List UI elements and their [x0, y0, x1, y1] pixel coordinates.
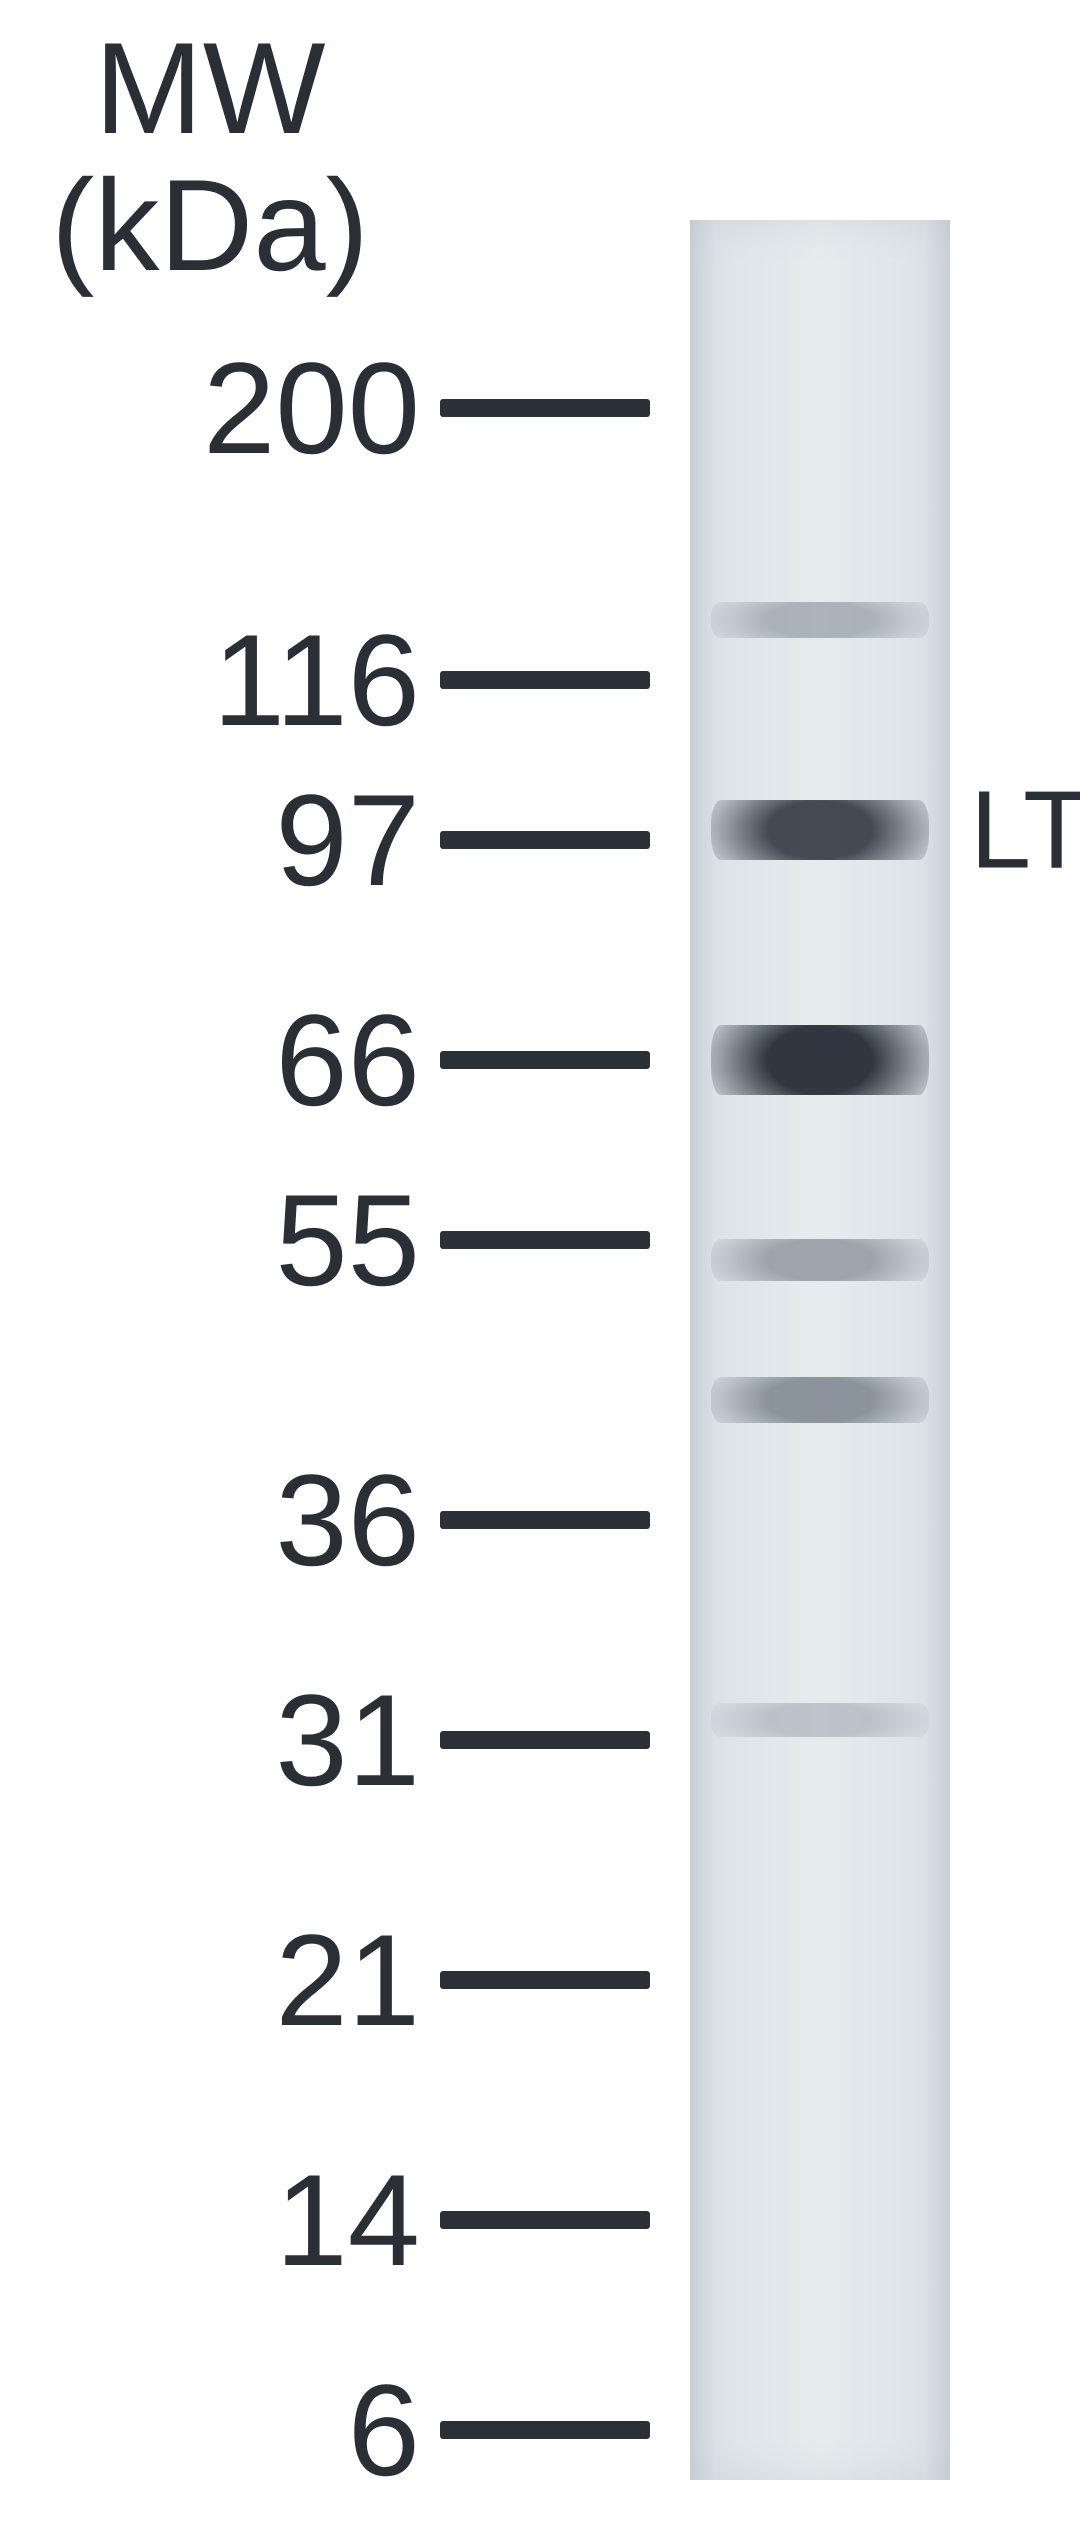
mw-marker-tick [440, 1731, 650, 1749]
western-blot-figure: MW (kDa) 200 11697 66 55 36 31 21 14 6 LTK [0, 0, 1080, 2541]
mw-marker-tick [440, 1231, 650, 1249]
mw-marker-label: 55 [275, 1165, 420, 1315]
mw-header-line1: MW [0, 20, 420, 157]
mw-marker-label: 36 [275, 1445, 420, 1595]
mw-marker-label: 116 [213, 605, 420, 755]
mw-marker-tick [440, 671, 650, 689]
mw-marker-label: 66 [275, 985, 420, 1135]
mw-marker-label: 200 [203, 333, 420, 483]
mw-marker-tick [440, 1971, 650, 1989]
mw-marker-tick [440, 1511, 650, 1529]
mw-marker-label: 6 [348, 2355, 420, 2505]
mw-marker-tick [440, 1051, 650, 1069]
blot-band [711, 1703, 929, 1737]
mw-marker-label: 14 [275, 2145, 420, 2295]
mw-header-line2: (kDa) [0, 157, 420, 294]
blot-lane [690, 220, 950, 2480]
mw-header: MW (kDa) [0, 20, 420, 293]
mw-marker-label: 21 [275, 1905, 420, 2055]
blot-band [711, 1377, 929, 1423]
blot-band [711, 1025, 929, 1095]
mw-marker-label: 97 [275, 765, 420, 915]
mw-marker-tick [440, 2211, 650, 2229]
mw-marker-tick [440, 399, 650, 417]
blot-band [711, 602, 929, 638]
mw-marker-tick [440, 831, 650, 849]
mw-marker-tick [440, 2421, 650, 2439]
blot-band [711, 1239, 929, 1281]
band-label: LTK [970, 767, 1080, 894]
mw-marker-label: 31 [275, 1665, 420, 1815]
blot-band [711, 800, 929, 860]
